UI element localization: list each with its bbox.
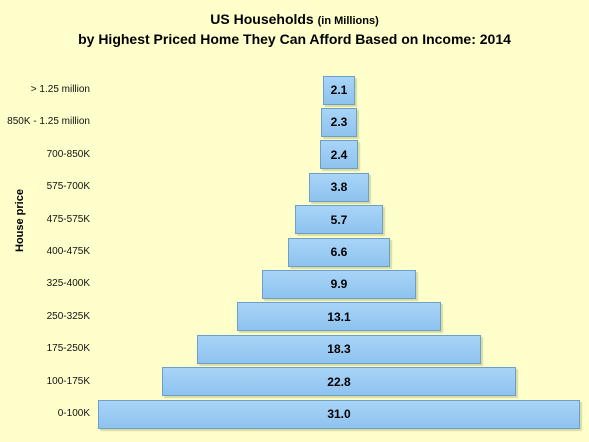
data-label: 6.6: [330, 245, 348, 259]
category-label: 700-850K: [46, 148, 90, 160]
category-label: 400-475K: [46, 246, 90, 257]
bar: 2.3: [321, 107, 357, 137]
category-label: 250-325K: [46, 310, 90, 322]
bar: 22.8: [161, 367, 517, 397]
bar: 13.1: [237, 302, 441, 332]
title-unit: (in Millions): [317, 15, 379, 27]
bar: 5.7: [294, 205, 384, 235]
data-label: 2.1: [330, 83, 348, 97]
bar: 9.9: [262, 269, 416, 299]
category-label: 175-250K: [46, 343, 90, 355]
chart-title: US Households (in Millions) by Highest P…: [0, 10, 589, 48]
bar: 2.1: [322, 75, 356, 105]
category-label: 0-100K: [57, 408, 90, 419]
bar: 31.0: [98, 399, 580, 429]
data-label: 9.9: [330, 277, 348, 292]
data-label: 13.1: [327, 309, 351, 324]
data-label: 3.8: [330, 180, 348, 195]
data-label: 2.4: [330, 147, 348, 162]
data-label: 31.0: [327, 407, 351, 421]
category-label: 575-700K: [46, 181, 90, 193]
data-label: 5.7: [330, 212, 348, 227]
bar: 2.4: [320, 140, 358, 170]
chart-title-line1: US Households (in Millions): [0, 10, 589, 30]
data-label: 18.3: [327, 342, 351, 357]
bar: 3.8: [309, 172, 369, 202]
category-label: > 1.25 million: [30, 84, 90, 95]
title-main: US Households: [210, 11, 314, 27]
data-label: 2.3: [330, 115, 348, 130]
category-label: 325-400K: [46, 278, 90, 290]
bar: 18.3: [196, 334, 482, 364]
category-label: 100-175K: [46, 375, 90, 387]
chart-title-line2: by Highest Priced Home They Can Afford B…: [78, 31, 511, 47]
bar: 6.6: [287, 237, 391, 267]
data-label: 22.8: [327, 374, 351, 389]
category-label: 850K - 1.25 million: [7, 116, 90, 128]
category-label: 475-575K: [46, 213, 90, 225]
